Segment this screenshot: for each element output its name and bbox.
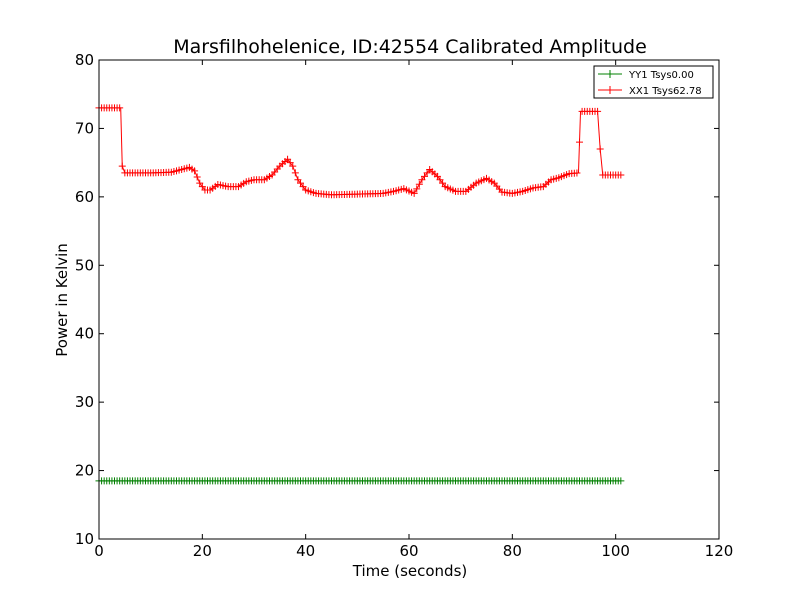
y-tick-label: 50 xyxy=(75,256,94,274)
series-markers xyxy=(95,104,625,199)
series-line xyxy=(99,107,621,196)
y-tick-label: 30 xyxy=(75,393,94,411)
legend-box xyxy=(593,65,714,99)
y-tick-label: 60 xyxy=(75,188,94,206)
x-tick-label: 100 xyxy=(601,542,630,560)
legend-marker xyxy=(606,86,614,94)
y-tick-label: 20 xyxy=(75,462,94,480)
x-tick-label: 80 xyxy=(503,542,522,560)
series-markers xyxy=(95,477,625,485)
x-tick-label: 120 xyxy=(705,542,734,560)
x-tick-label: 60 xyxy=(399,542,418,560)
plot-frame xyxy=(98,59,720,540)
legend-label: XX1 Tsys62.78 xyxy=(629,86,702,97)
legend-marker xyxy=(606,70,614,78)
series-1 xyxy=(95,477,625,485)
x-tick-label: 40 xyxy=(296,542,315,560)
chart-title: Marsfilhohelenice, ID:42554 Calibrated A… xyxy=(173,36,647,58)
x-axis-label: Time (seconds) xyxy=(352,562,468,580)
y-tick-label: 10 xyxy=(75,530,94,548)
series-2 xyxy=(95,104,625,199)
x-tick-label: 20 xyxy=(193,542,212,560)
y-tick-label: 40 xyxy=(75,325,94,343)
legend-label: YY1 Tsys0.00 xyxy=(628,70,694,81)
x-tick-label: 0 xyxy=(94,542,104,560)
y-tick-label: 80 xyxy=(75,51,94,69)
y-tick-label: 70 xyxy=(75,119,94,137)
legend: YY1 Tsys0.00 XX1 Tsys62.78 xyxy=(593,65,714,99)
y-axis-label: Power in Kelvin xyxy=(53,243,71,357)
